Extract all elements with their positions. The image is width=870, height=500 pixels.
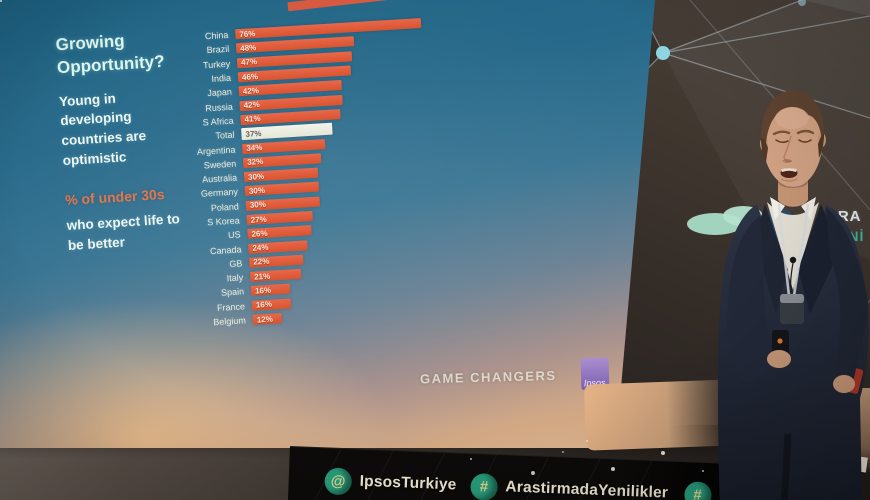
eyebrows <box>772 129 815 136</box>
at-icon: @ <box>324 466 353 495</box>
left-hand <box>767 350 791 368</box>
chart-bar: 24% <box>248 239 308 254</box>
chart-value-label: 30% <box>247 171 265 182</box>
right-hand <box>833 375 855 393</box>
chart-bar: 16% <box>250 283 291 297</box>
chart-value-label: 41% <box>244 114 261 125</box>
slide-footer: GAME CHANGERS Ipsos <box>419 357 609 395</box>
chart-value-label: 24% <box>252 242 269 253</box>
slide-deco-stripe <box>287 0 450 12</box>
chart-bar: 16% <box>251 298 292 311</box>
chart-value-label: 34% <box>246 142 263 153</box>
social-tag-label: IpsosTurkiye <box>359 472 457 494</box>
chart-value-label: 16% <box>254 285 272 296</box>
closed-eyes <box>775 139 812 144</box>
hair <box>760 90 825 144</box>
projection-screen: Growing Opportunity? Young in developing… <box>0 0 655 448</box>
chart-value-label: 30% <box>249 200 267 210</box>
chart-value-label: 42% <box>242 85 260 96</box>
right-sleeve <box>826 208 869 387</box>
chart-value-label: 26% <box>251 228 268 239</box>
presenter <box>717 90 869 500</box>
chart-value-label: 76% <box>239 28 256 39</box>
chart-value-label: 32% <box>246 157 264 168</box>
chart-category-label: Belgium <box>213 315 247 328</box>
chart-bar: 22% <box>249 254 304 268</box>
stage-lights <box>0 0 2 2</box>
chart-value-label: 42% <box>243 100 260 111</box>
chart-value-label: 46% <box>241 71 259 82</box>
social-tag-label: ArastirmadaYenilikler <box>505 478 669 500</box>
bar-chart: China 76% Brazil 48% Turkey 47% India 46% Japan 4… <box>156 16 439 332</box>
chart-value-label: 30% <box>248 185 266 196</box>
chart-value-label: 16% <box>255 299 273 310</box>
chart-value-label: 21% <box>253 271 271 282</box>
chart-value-label: 27% <box>250 214 267 225</box>
game-changers-label: GAME CHANGERS <box>419 367 557 386</box>
hash-icon: # <box>469 472 498 500</box>
chart-value-label: 22% <box>253 257 270 268</box>
head <box>763 94 823 187</box>
social-tag: # ArastirmadaYenilikler <box>469 472 669 500</box>
lavalier-mic <box>789 256 797 264</box>
banner-tags: @IpsosTurkiye#ArastirmadaYenilikler#G <box>288 465 722 500</box>
chart-value-label: 37% <box>245 128 262 139</box>
chart-value-label: 48% <box>239 43 257 54</box>
chart-bar: 12% <box>252 313 283 325</box>
node-dot <box>656 46 670 60</box>
left-sleeve <box>727 216 778 382</box>
lanyard <box>777 203 810 297</box>
chart-value-label: 12% <box>256 314 274 325</box>
chart-value-label: 47% <box>240 57 258 68</box>
chart-bar: 21% <box>249 268 302 283</box>
social-tag: @ IpsosTurkiye <box>324 466 457 499</box>
